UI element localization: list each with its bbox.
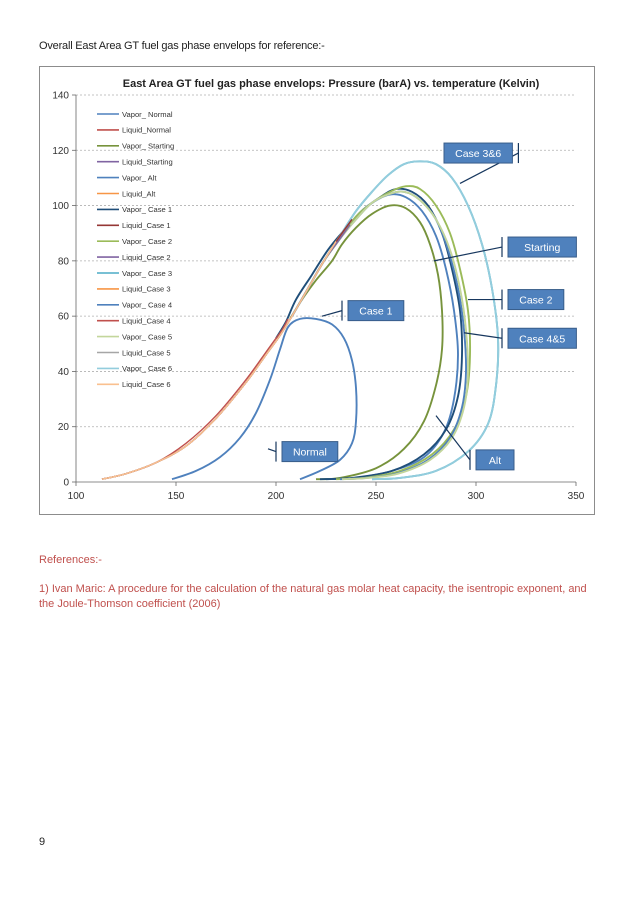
legend-label: Vapor_ Case 2 bbox=[122, 237, 172, 246]
y-tick-label: 0 bbox=[63, 478, 69, 489]
axes: 0 20 40 60 80 100 120 140 100 150 200 250 300 350 bbox=[52, 91, 584, 503]
callout-normal: Normal bbox=[267, 441, 339, 463]
callout-label: Case 1 bbox=[359, 306, 392, 318]
callout-label: Case 3&6 bbox=[455, 148, 501, 160]
legend-label: Vapor_ Starting bbox=[122, 142, 174, 151]
x-tick-label: 150 bbox=[168, 491, 185, 502]
callout-case-4-5: Case 4&5 bbox=[463, 327, 577, 349]
callout-box bbox=[347, 300, 405, 322]
series-line-vapor-alt bbox=[291, 193, 459, 481]
legend-label: Liquid_Case 5 bbox=[122, 348, 171, 357]
series-line-vapor-starting bbox=[289, 204, 444, 481]
callout-leader bbox=[267, 448, 277, 453]
legend-label: Vapor_ Case 5 bbox=[122, 332, 172, 341]
callout-box bbox=[507, 327, 577, 349]
callout-alt: Alt bbox=[435, 415, 515, 471]
callout-label: Starting bbox=[524, 242, 560, 254]
series-line-vapor-case-4 bbox=[291, 190, 468, 481]
legend-label: Vapor_ Case 4 bbox=[122, 301, 172, 310]
y-tick-label: 60 bbox=[58, 312, 70, 323]
x-tick-label: 100 bbox=[68, 491, 85, 502]
chart-title: East Area GT fuel gas phase envelops: Pr… bbox=[123, 78, 540, 90]
callout-box bbox=[281, 441, 339, 463]
callout-leader bbox=[433, 246, 503, 262]
legend-label: Liquid_Case 2 bbox=[122, 253, 171, 262]
y-tick-label: 20 bbox=[58, 422, 70, 433]
phase-envelope-chart: East Area GT fuel gas phase envelops: Pr… bbox=[39, 66, 595, 515]
series-line-liquid-normal bbox=[101, 318, 289, 480]
callout-label: Alt bbox=[489, 455, 501, 467]
legend-label: Liquid_Case 4 bbox=[122, 317, 171, 326]
series-line-vapor-case-1 bbox=[275, 187, 464, 481]
legend-label: Liquid_Case 1 bbox=[122, 221, 171, 230]
annotations: Case 3&6 Starting Case 2 Case 4&5 Case 1 Norm… bbox=[267, 142, 577, 471]
legend-label: Liquid_Alt bbox=[122, 189, 156, 198]
callout-label: Case 4&5 bbox=[519, 333, 565, 345]
callout-leader bbox=[463, 332, 503, 339]
references-heading: References:- bbox=[39, 554, 102, 566]
callout-label: Normal bbox=[293, 447, 327, 459]
legend-label: Liquid_Normal bbox=[122, 126, 171, 135]
callout-box bbox=[443, 142, 513, 164]
y-tick-label: 80 bbox=[58, 256, 70, 267]
intro-text: Overall East Area GT fuel gas phase enve… bbox=[39, 40, 325, 52]
chart-canvas: East Area GT fuel gas phase envelops: Pr… bbox=[52, 78, 584, 503]
x-tick-label: 200 bbox=[268, 491, 285, 502]
series-line-vapor-normal bbox=[171, 317, 358, 481]
legend-label: Liquid_Starting bbox=[122, 158, 173, 167]
callout-box bbox=[507, 289, 565, 311]
reference-item: 1) Ivan Maric: A procedure for the calcu… bbox=[39, 583, 587, 610]
y-tick-label: 120 bbox=[52, 146, 69, 157]
legend-label: Vapor_ Normal bbox=[122, 110, 173, 119]
x-tick-label: 250 bbox=[368, 491, 385, 502]
legend-label: Vapor_ Case 1 bbox=[122, 205, 172, 214]
callout-leader bbox=[435, 415, 471, 461]
callout-starting: Starting bbox=[433, 236, 577, 262]
series-lines bbox=[101, 160, 500, 481]
legend-label: Liquid_Case 3 bbox=[122, 285, 171, 294]
callout-box bbox=[475, 449, 515, 471]
callout-leader bbox=[321, 310, 343, 317]
legend-label: Vapor_ Case 6 bbox=[122, 364, 172, 373]
y-tick-label: 100 bbox=[52, 201, 69, 212]
callout-box bbox=[507, 236, 577, 258]
callout-label: Case 2 bbox=[519, 295, 552, 307]
callout-case-2: Case 2 bbox=[468, 289, 565, 311]
x-tick-label: 300 bbox=[468, 491, 485, 502]
page-number: 9 bbox=[39, 836, 46, 848]
series-line-liquid-case-6 bbox=[101, 241, 337, 480]
legend-label: Vapor_ Alt bbox=[122, 173, 157, 182]
callout-case-1: Case 1 bbox=[321, 300, 405, 322]
callout-case-3-6: Case 3&6 bbox=[443, 142, 519, 184]
x-tick-label: 350 bbox=[568, 491, 585, 502]
legend: Vapor_ Normal Liquid_Normal Vapor_ Startin… bbox=[97, 110, 174, 389]
legend-label: Liquid_Case 6 bbox=[122, 380, 171, 389]
legend-label: Vapor_ Case 3 bbox=[122, 269, 172, 278]
y-tick-label: 40 bbox=[58, 367, 70, 378]
y-tick-label: 140 bbox=[52, 91, 69, 102]
